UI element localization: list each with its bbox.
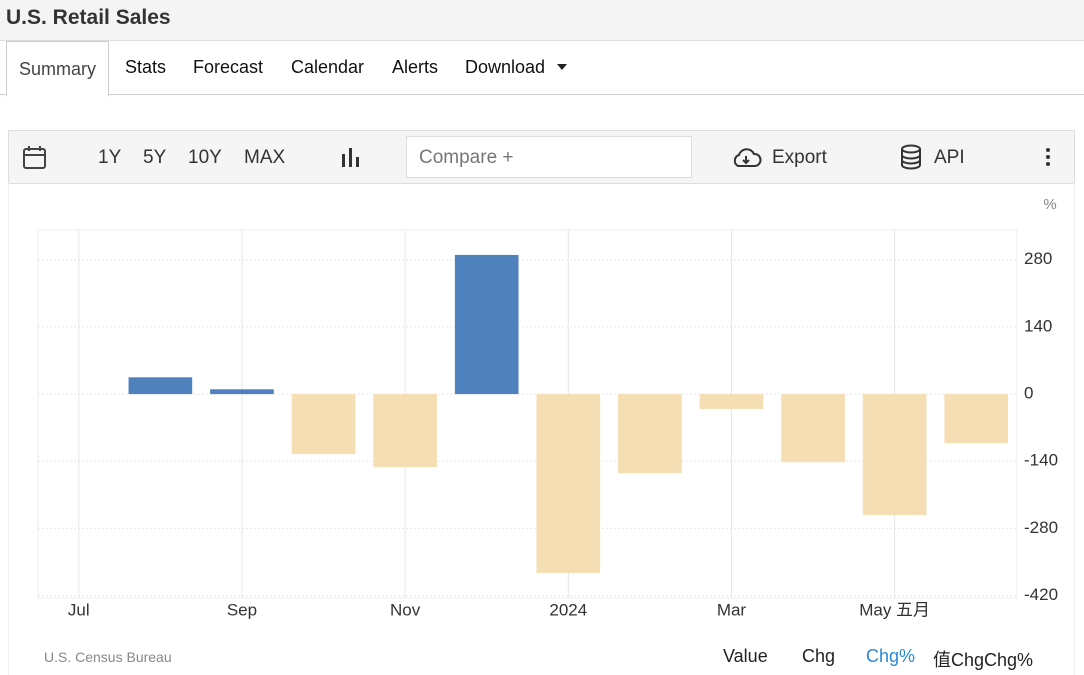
chart: % 280 140 0 -140 -280 -420 Jul Sep Nov 2024 Mar May… <box>37 196 1058 619</box>
range-button[interactable]: MAX <box>244 147 286 168</box>
compare-placeholder: Compare + <box>419 147 514 168</box>
source: U.S. Census Bureau <box>44 649 172 665</box>
y-tick-label: 280 <box>1024 249 1052 268</box>
page-title: U.S. Retail Sales <box>6 6 171 29</box>
toolbar: 1Y 5Y 10Y MAX Compare + Export API <box>8 130 1075 184</box>
bar <box>536 394 601 574</box>
bar <box>862 394 927 515</box>
compare-input[interactable]: Compare + <box>406 136 692 178</box>
bar <box>373 394 437 468</box>
header: U.S. Retail Sales <box>0 0 1084 41</box>
tab[interactable]: Forecast <box>193 57 264 77</box>
tab[interactable]: Calendar <box>291 57 365 77</box>
tab[interactable]: Summary <box>6 41 110 97</box>
y-tick-label: -420 <box>1024 585 1058 604</box>
x-tick-label: 2024 <box>549 600 587 619</box>
y-tick-label: -280 <box>1024 518 1058 537</box>
view-option[interactable]: Chg% <box>866 646 916 666</box>
plot-border <box>37 229 1018 599</box>
bar <box>781 394 845 463</box>
export-button[interactable]: Export <box>772 147 827 168</box>
x-tick-label: Sep <box>227 600 257 619</box>
menu-icon[interactable] <box>1045 147 1051 167</box>
bar <box>699 394 764 409</box>
x-tick-label: Nov <box>390 600 421 619</box>
api-button[interactable]: API <box>934 147 965 168</box>
tab[interactable]: Stats <box>125 57 167 77</box>
x-tick-label: May 五月 <box>859 600 930 619</box>
bar <box>944 394 1009 444</box>
bar <box>128 377 193 395</box>
y-tick-label: 0 <box>1024 384 1033 403</box>
chart-container <box>8 183 1075 675</box>
bar <box>210 389 274 395</box>
view-option[interactable]: Chg <box>802 646 836 666</box>
chart-type-icon[interactable] <box>341 146 361 168</box>
x-tick-label: Jul <box>68 600 90 619</box>
tab-bar: Summary Stats Forecast Calendar Alerts D… <box>0 41 1084 97</box>
unit-label: % <box>1043 196 1056 213</box>
view-option[interactable]: 值ChgChg% <box>933 650 1034 670</box>
range-button[interactable]: 5Y <box>143 147 167 168</box>
range-button[interactable]: 1Y <box>98 147 122 168</box>
y-tick-label: 140 <box>1024 316 1052 335</box>
view-option[interactable]: Value <box>723 646 768 666</box>
bar <box>618 394 682 474</box>
api-icon[interactable] <box>900 144 922 170</box>
range-button[interactable]: 10Y <box>188 147 222 168</box>
tab[interactable]: Alerts <box>392 57 439 77</box>
x-tick-label: Mar <box>717 600 747 619</box>
y-tick-label: -140 <box>1024 451 1058 470</box>
tab[interactable]: Download <box>465 57 546 77</box>
bar <box>291 394 356 455</box>
bar <box>454 254 519 395</box>
export-icon[interactable] <box>730 146 762 168</box>
calendar-icon[interactable] <box>22 144 48 170</box>
dropdown-caret <box>557 64 567 70</box>
